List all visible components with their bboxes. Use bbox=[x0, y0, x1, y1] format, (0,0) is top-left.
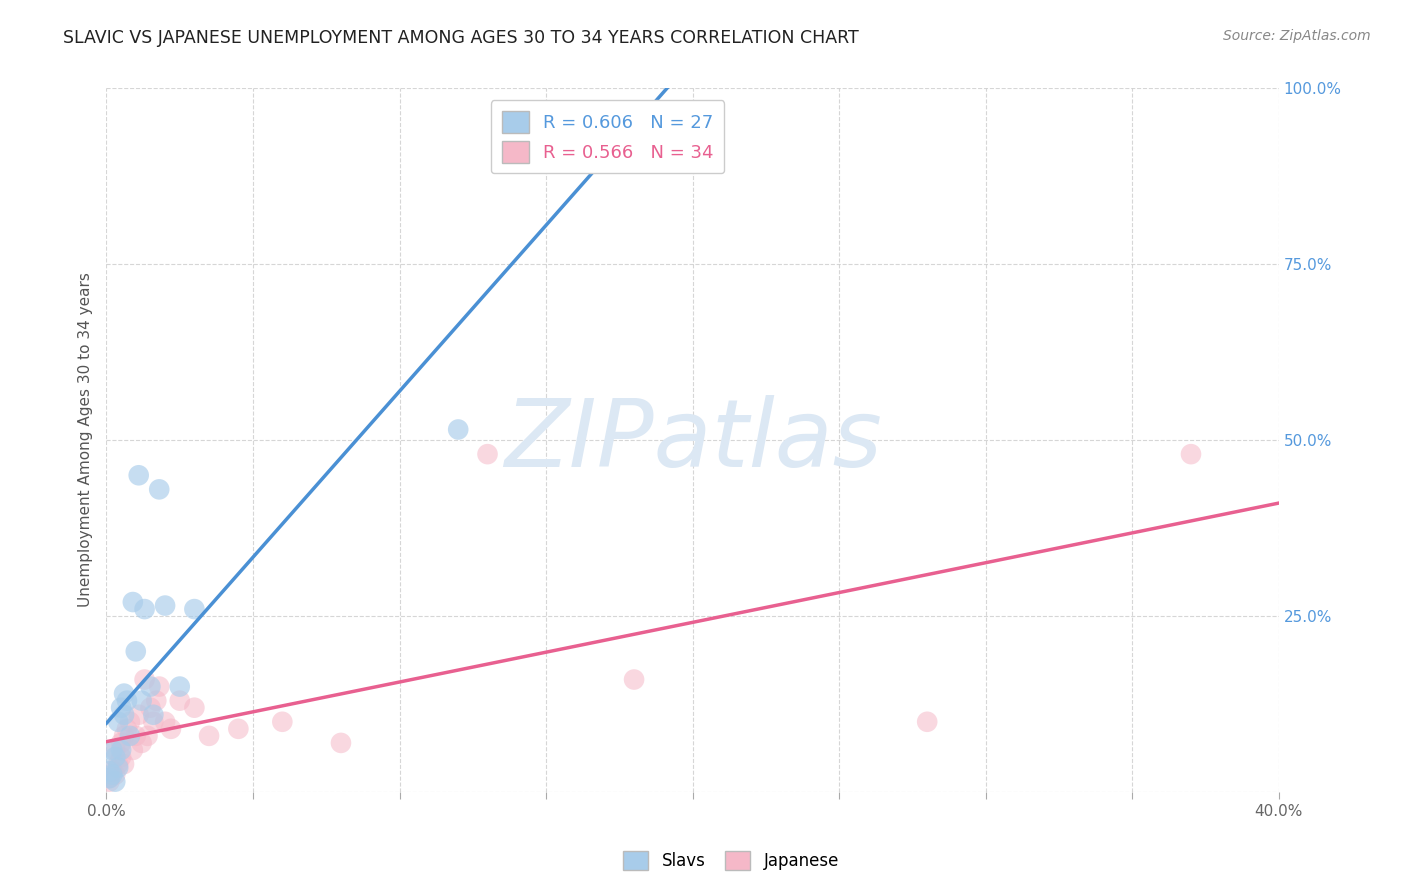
Point bbox=[98, 764, 121, 778]
Point bbox=[110, 750, 132, 764]
Point bbox=[110, 700, 132, 714]
Point bbox=[121, 743, 143, 757]
Text: Source: ZipAtlas.com: Source: ZipAtlas.com bbox=[1223, 29, 1371, 43]
Point bbox=[169, 693, 191, 707]
Point bbox=[623, 673, 645, 687]
Legend: Slavs, Japanese: Slavs, Japanese bbox=[616, 844, 846, 877]
Point bbox=[134, 602, 156, 616]
Point bbox=[139, 680, 162, 694]
Point bbox=[98, 771, 121, 785]
Point bbox=[183, 602, 205, 616]
Point bbox=[131, 693, 153, 707]
Point bbox=[142, 714, 165, 729]
Point bbox=[112, 687, 135, 701]
Point bbox=[915, 714, 938, 729]
Point bbox=[145, 693, 167, 707]
Point bbox=[136, 729, 159, 743]
Point bbox=[107, 757, 129, 772]
Point bbox=[271, 714, 294, 729]
Point bbox=[131, 736, 153, 750]
Point bbox=[148, 680, 170, 694]
Point bbox=[104, 750, 127, 764]
Point bbox=[98, 774, 121, 789]
Point bbox=[98, 771, 121, 785]
Point bbox=[110, 736, 132, 750]
Point bbox=[118, 714, 141, 729]
Point bbox=[593, 109, 616, 123]
Point bbox=[101, 767, 124, 781]
Point bbox=[115, 722, 138, 736]
Point bbox=[183, 700, 205, 714]
Point bbox=[107, 760, 129, 774]
Point bbox=[477, 447, 499, 461]
Legend: R = 0.606   N = 27, R = 0.566   N = 34: R = 0.606 N = 27, R = 0.566 N = 34 bbox=[491, 101, 724, 173]
Point bbox=[104, 774, 127, 789]
Point bbox=[115, 693, 138, 707]
Point bbox=[104, 743, 127, 757]
Point bbox=[153, 599, 176, 613]
Point bbox=[121, 595, 143, 609]
Point bbox=[169, 680, 191, 694]
Point bbox=[1180, 447, 1202, 461]
Point bbox=[447, 422, 470, 436]
Point bbox=[125, 644, 148, 658]
Point bbox=[110, 743, 132, 757]
Point bbox=[125, 729, 148, 743]
Point bbox=[153, 714, 176, 729]
Point bbox=[128, 468, 150, 483]
Point bbox=[101, 764, 124, 778]
Point bbox=[148, 483, 170, 497]
Point bbox=[118, 729, 141, 743]
Point bbox=[139, 700, 162, 714]
Text: SLAVIC VS JAPANESE UNEMPLOYMENT AMONG AGES 30 TO 34 YEARS CORRELATION CHART: SLAVIC VS JAPANESE UNEMPLOYMENT AMONG AG… bbox=[63, 29, 859, 46]
Point bbox=[330, 736, 353, 750]
Point bbox=[112, 707, 135, 722]
Point bbox=[134, 673, 156, 687]
Point bbox=[101, 743, 124, 757]
Point bbox=[112, 729, 135, 743]
Point bbox=[160, 722, 183, 736]
Text: ZIPatlas: ZIPatlas bbox=[503, 394, 882, 485]
Point bbox=[198, 729, 221, 743]
Y-axis label: Unemployment Among Ages 30 to 34 years: Unemployment Among Ages 30 to 34 years bbox=[79, 273, 93, 607]
Point bbox=[228, 722, 250, 736]
Point bbox=[142, 707, 165, 722]
Point bbox=[112, 757, 135, 772]
Point bbox=[107, 714, 129, 729]
Point bbox=[104, 767, 127, 781]
Point bbox=[128, 707, 150, 722]
